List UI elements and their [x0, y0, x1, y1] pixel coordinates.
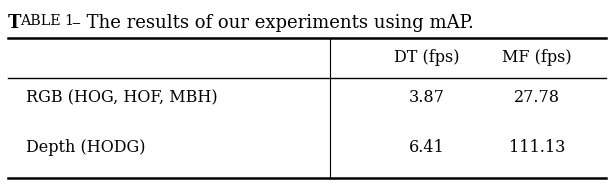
- Text: MF (fps): MF (fps): [502, 50, 572, 66]
- Text: ABLE 1: ABLE 1: [20, 14, 74, 28]
- Text: 6.41: 6.41: [409, 139, 445, 157]
- Text: 111.13: 111.13: [509, 139, 565, 157]
- Text: DT (fps): DT (fps): [394, 50, 459, 66]
- Text: 3.87: 3.87: [409, 89, 445, 107]
- Text: Depth (HODG): Depth (HODG): [26, 139, 146, 157]
- Text: 27.78: 27.78: [514, 89, 560, 107]
- Text: RGB (HOG, HOF, MBH): RGB (HOG, HOF, MBH): [26, 89, 217, 107]
- Text: T: T: [8, 14, 21, 32]
- Text: – The results of our experiments using mAP.: – The results of our experiments using m…: [72, 14, 474, 32]
